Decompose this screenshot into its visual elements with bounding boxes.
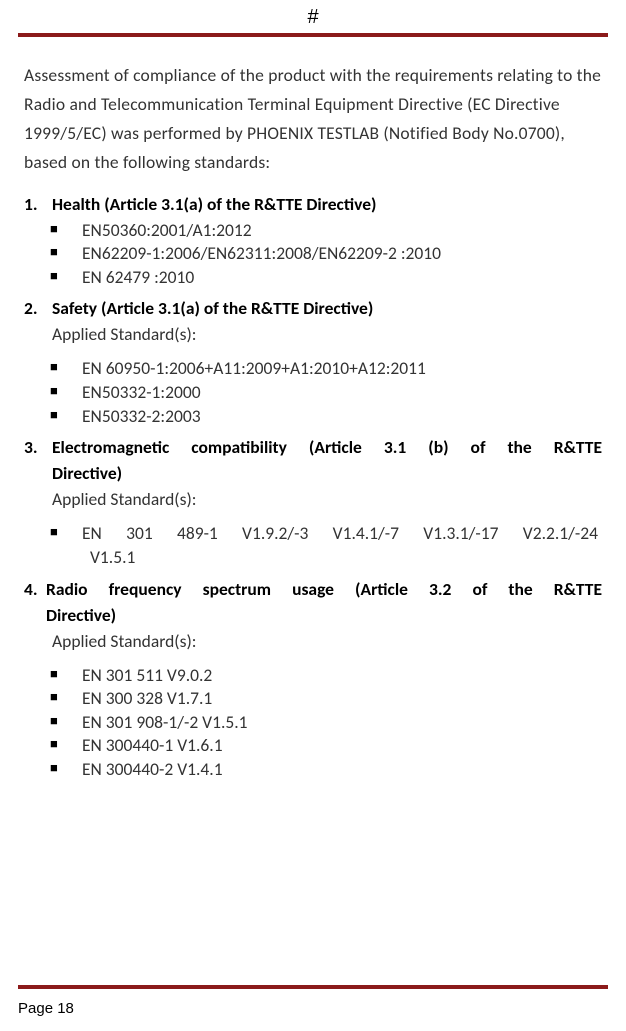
list-item: EN 62479 :2010 — [24, 266, 602, 290]
list-item: EN 301 908-1/-2 V1.5.1 — [24, 711, 602, 735]
section-4-list: EN 301 511 V9.0.2 EN 300 328 V1.7.1 EN 3… — [24, 664, 602, 782]
section-1-num: 1. — [24, 193, 52, 215]
footer-rule — [18, 985, 608, 989]
section-2-heading: 2. Safety (Article 3.1(a) of the R&TTE D… — [24, 297, 602, 319]
section-4-title: Radio frequency spectrum usage (Article … — [46, 578, 602, 600]
section-3-heading: 3. Electromagnetic compatibility (Articl… — [24, 436, 602, 458]
section-3-applied: Applied Standard(s): — [52, 488, 602, 510]
list-item: EN 300 328 V1.7.1 — [24, 687, 602, 711]
list-item: EN50360:2001/A1:2012 — [24, 219, 602, 243]
section-4-heading: 4. Radio frequency spectrum usage (Artic… — [24, 578, 602, 600]
section-2-title: Safety (Article 3.1(a) of the R&TTE Dire… — [52, 297, 602, 319]
list-item-line2: V1.5.1 — [82, 546, 598, 570]
spacer — [24, 604, 46, 626]
section-3-title: Electromagnetic compatibility (Article 3… — [52, 436, 602, 458]
section-1-heading: 1. Health (Article 3.1(a) of the R&TTE D… — [24, 193, 602, 215]
spacer — [24, 462, 52, 484]
list-item-line1: EN 301 489-1 V1.9.2/-3 V1.4.1/-7 V1.3.1/… — [82, 522, 598, 544]
section-2-num: 2. — [24, 297, 52, 319]
section-1-title: Health (Article 3.1(a) of the R&TTE Dire… — [52, 193, 602, 215]
list-item: EN 300440-2 V1.4.1 — [24, 758, 602, 782]
section-1-list: EN50360:2001/A1:2012 EN62209-1:2006/EN62… — [24, 219, 602, 290]
section-3-list: EN 301 489-1 V1.9.2/-3 V1.4.1/-7 V1.3.1/… — [24, 522, 602, 569]
section-2-list: EN 60950-1:2006+A11:2009+A1:2010+A12:201… — [24, 357, 602, 428]
page-number: Page 18 — [18, 1000, 74, 1017]
header-symbol: # — [0, 0, 626, 33]
section-4-num: 4. — [24, 578, 46, 600]
list-item: EN50332-2:2003 — [24, 405, 602, 429]
section-4-applied: Applied Standard(s): — [52, 630, 602, 652]
list-item: EN 60950-1:2006+A11:2009+A1:2010+A12:201… — [24, 357, 602, 381]
list-item: EN 300440-1 V1.6.1 — [24, 734, 602, 758]
list-item: EN50332-1:2000 — [24, 381, 602, 405]
intro-paragraph: Assessment of compliance of the product … — [24, 61, 602, 177]
page-content: Assessment of compliance of the product … — [0, 61, 626, 782]
list-item: EN 301 511 V9.0.2 — [24, 664, 602, 688]
list-item: EN62209-1:2006/EN62311:2008/EN62209-2 :2… — [24, 242, 602, 266]
section-3-title2: Directive) — [52, 462, 602, 484]
header-rule — [18, 33, 608, 37]
section-4-title2: Directive) — [46, 604, 602, 626]
section-4-heading-cont: Directive) — [24, 604, 602, 626]
section-2-applied: Applied Standard(s): — [52, 323, 602, 345]
section-3-num: 3. — [24, 436, 52, 458]
section-3-heading-cont: Directive) — [24, 462, 602, 484]
list-item: EN 301 489-1 V1.9.2/-3 V1.4.1/-7 V1.3.1/… — [24, 522, 602, 569]
